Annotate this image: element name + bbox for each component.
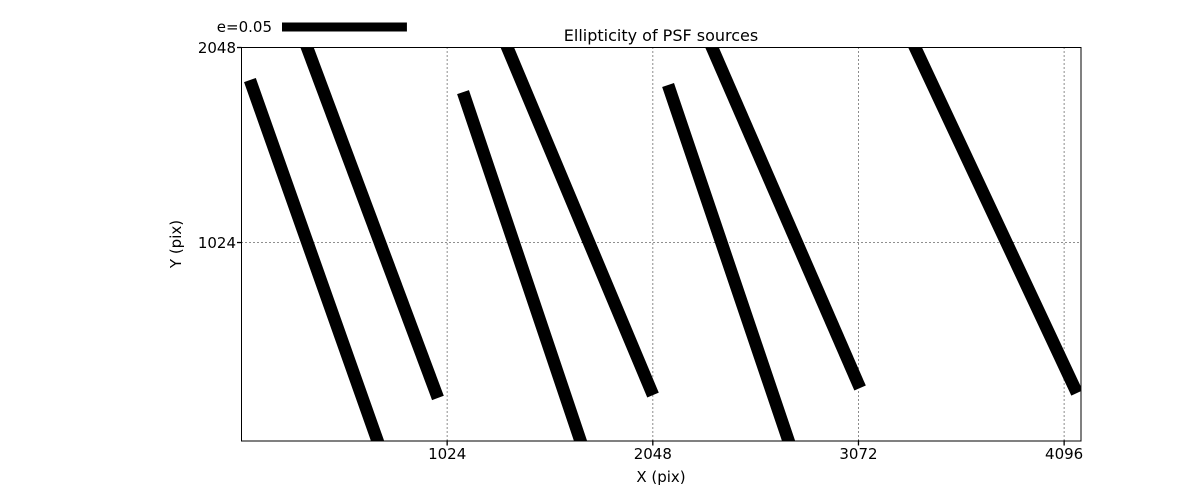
whisker-line <box>662 83 796 441</box>
x-tick-label: 2048 <box>633 445 672 463</box>
whisker-group <box>244 47 1081 441</box>
y-tick-label: 2048 <box>197 38 236 57</box>
whisker-line <box>500 47 659 398</box>
whisker-line <box>244 77 385 441</box>
whisker-line <box>705 47 866 391</box>
x-tick-label: 1024 <box>428 445 467 463</box>
whisker-line <box>908 47 1081 396</box>
whisker-line <box>300 47 444 401</box>
legend-label: e=0.05 <box>216 18 272 36</box>
whisker-line <box>457 90 588 441</box>
plot-frame <box>241 47 1082 442</box>
y-tick-label: 1024 <box>197 233 236 252</box>
chart-title: Ellipticity of PSF sources <box>563 26 759 45</box>
x-axis-label: X (pix) <box>636 468 686 486</box>
x-tick-label: 3072 <box>839 445 878 463</box>
x-tick-label: 4096 <box>1045 445 1084 463</box>
